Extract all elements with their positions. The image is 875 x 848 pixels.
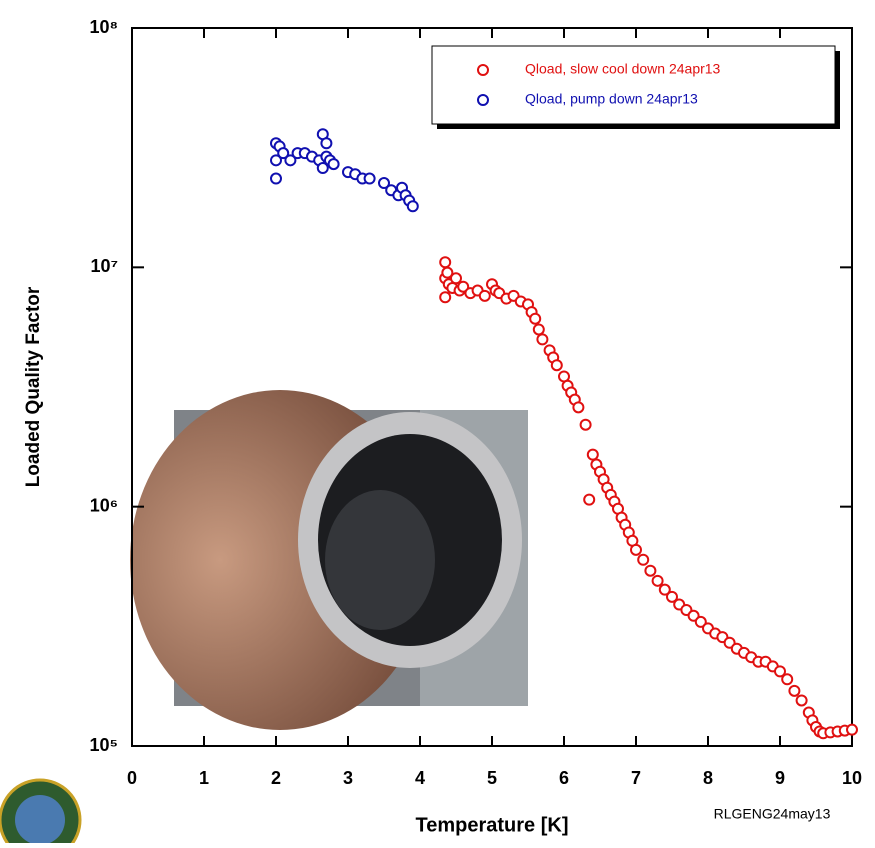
x-tick-label: 3 (343, 768, 353, 788)
point (270, 154, 282, 167)
point (284, 154, 297, 167)
legend-box (431, 45, 836, 125)
x-tick-label: 7 (631, 768, 641, 788)
point (630, 543, 642, 556)
x-tick-label: 0 (127, 768, 137, 788)
y-tick-label: 10⁶ (90, 495, 118, 515)
x-tick-label: 5 (487, 768, 497, 788)
photo-inset (130, 390, 528, 730)
point (781, 673, 794, 686)
y-tick-label: 10⁸ (89, 17, 118, 37)
point (666, 590, 678, 603)
point (320, 137, 333, 150)
annotation: RLGENG24may13 (714, 806, 831, 822)
legend-marker (477, 94, 489, 106)
point (277, 147, 290, 160)
point (651, 574, 664, 587)
x-tick-label: 10 (842, 768, 862, 788)
y-tick-label: 10⁵ (90, 735, 118, 755)
point (532, 323, 545, 336)
point (457, 280, 470, 293)
y-tick-label: 10⁷ (91, 256, 118, 276)
point (439, 256, 452, 269)
x-tick-label: 2 (271, 768, 281, 788)
x-tick-label: 1 (199, 768, 209, 788)
x-tick-label: 9 (775, 768, 785, 788)
legend-label: Qload, pump down 24apr13 (525, 91, 698, 107)
x-tick-label: 6 (559, 768, 569, 788)
legend-label: Qload, slow cool down 24apr13 (525, 61, 721, 77)
point (644, 564, 657, 577)
point (583, 493, 596, 506)
point (788, 684, 801, 697)
logo (0, 778, 82, 848)
point (327, 158, 340, 171)
point (270, 172, 282, 185)
point (637, 553, 650, 566)
point (586, 448, 599, 461)
x-axis-label: Temperature [K] (416, 814, 569, 836)
point (846, 723, 858, 736)
point (536, 333, 549, 346)
legend-marker (477, 64, 489, 76)
point (363, 172, 376, 185)
point (529, 312, 542, 325)
point (579, 418, 592, 431)
point (694, 615, 707, 628)
point (316, 162, 329, 175)
point (478, 289, 491, 302)
point (774, 665, 786, 678)
point (378, 177, 390, 190)
point (795, 694, 808, 707)
x-tick-label: 4 (415, 768, 425, 788)
point (572, 401, 585, 414)
legend (431, 45, 840, 129)
point (406, 200, 419, 213)
x-tick-label: 8 (703, 768, 713, 788)
point (439, 291, 452, 304)
point (550, 359, 563, 372)
y-axis-label: Loaded Quality Factor (23, 286, 44, 487)
point (658, 583, 671, 596)
point (441, 266, 454, 279)
point (450, 272, 462, 285)
